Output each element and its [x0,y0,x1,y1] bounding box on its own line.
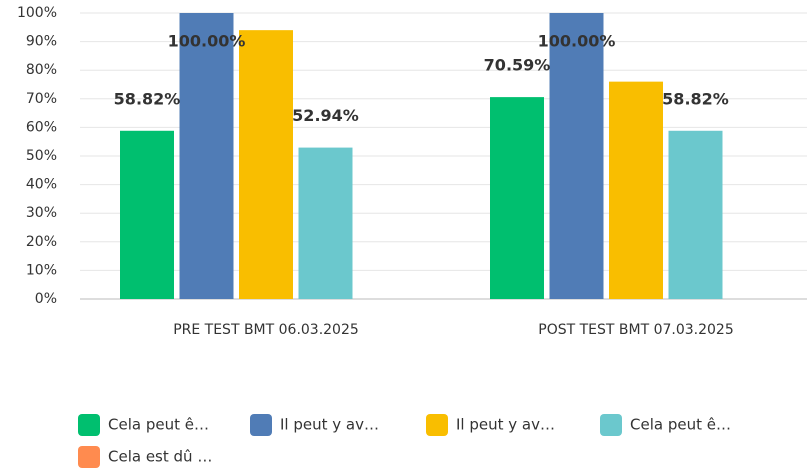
legend-swatch [78,446,100,468]
y-tick-label: 70% [26,91,57,107]
x-tick-label: PRE TEST BMT 06.03.2025 [173,322,359,338]
bar [609,81,663,299]
legend-swatch [426,414,448,436]
y-tick-label: 20% [26,234,57,250]
legend-label: Cela peut ê… [630,416,731,434]
bar [179,13,234,299]
legend-label: Il peut y av… [456,416,555,434]
y-tick-label: 50% [26,148,57,164]
legend-swatch [78,414,100,436]
legend-label: Cela est dû … [108,448,212,466]
data-label: 58.82% [114,89,181,108]
data-label: 70.59% [484,56,551,75]
bar [490,97,544,299]
data-label: 52.94% [292,106,359,125]
x-tick-label: POST TEST BMT 07.03.2025 [538,322,733,338]
y-tick-label: 0% [35,291,57,307]
y-tick-label: 80% [26,62,57,78]
bar [120,130,174,299]
legend-swatch [600,414,622,436]
data-label: 100.00% [168,32,246,51]
legend-label: Il peut y av… [280,416,379,434]
data-label: 100.00% [538,32,616,51]
y-tick-label: 90% [26,34,57,50]
y-tick-label: 10% [26,262,57,278]
bar [549,13,604,299]
legend-label: Cela peut ê… [108,416,209,434]
bar [298,147,353,299]
y-tick-label: 60% [26,119,57,135]
y-tick-label: 100% [17,5,57,21]
data-label: 58.82% [662,89,729,108]
y-tick-label: 40% [26,177,57,193]
bar [239,30,293,299]
legend-swatch [250,414,272,436]
y-tick-label: 30% [26,205,57,221]
bar [668,130,723,299]
